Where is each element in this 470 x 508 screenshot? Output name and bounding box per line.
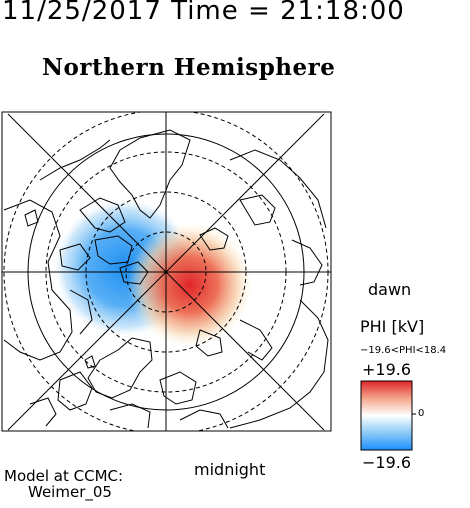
positive-potential-cell [128, 223, 252, 347]
colorbar-range: −19.6<PHI<18.4 [360, 345, 447, 356]
dawn-label: dawn [368, 280, 412, 299]
colorbar [360, 380, 413, 451]
timestamp-title: 11/25/2017 Time = 21:18:00 [2, 0, 405, 26]
colorbar-title: PHI [kV] [360, 317, 425, 336]
midnight-label: midnight [194, 460, 266, 479]
model-label: Model at CCMC: [4, 467, 124, 485]
colorbar-min-label: −19.6 [362, 453, 412, 472]
meridian-grid [2, 112, 331, 431]
colorbar-zero-label: 0 [418, 408, 425, 419]
colorbar-max-label: +19.6 [362, 360, 412, 379]
model-name: Weimer_05 [28, 483, 112, 501]
coastlines [3, 129, 329, 429]
hemisphere-title: Northern Hemisphere [42, 54, 336, 81]
